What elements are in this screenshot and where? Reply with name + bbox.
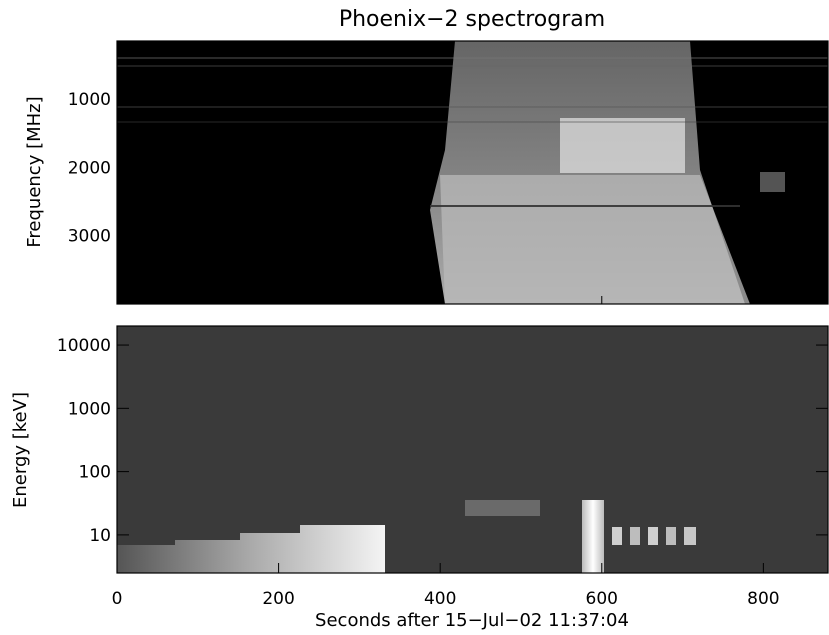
burst-lower-lobe — [440, 175, 750, 304]
right-feature — [760, 172, 785, 192]
bottom-y-ticks: 10 100 1000 10000 — [57, 336, 828, 546]
bottom-y-axis-label: Energy [keV] — [10, 392, 31, 508]
y-tick-label: 3000 — [68, 227, 111, 247]
top-panel-frame — [116, 40, 829, 305]
bottom-panel-frame — [116, 325, 829, 574]
y-tick-label: 10000 — [57, 336, 111, 356]
bottom-panel: 10 100 1000 10000 0 200 400 600 800 Energy [keV… — [10, 296, 829, 631]
x-tick-label: 200 — [262, 589, 294, 609]
x-axis-label: Seconds after 15−Jul−02 11:37:04 — [315, 610, 629, 631]
y-tick-label: 1000 — [68, 90, 111, 110]
modulated-band — [612, 527, 696, 545]
x-tick-label: 400 — [424, 589, 456, 609]
energy-spike — [582, 500, 604, 573]
x-tick-label: 800 — [747, 589, 779, 609]
x-tick-label: 600 — [586, 589, 618, 609]
bright-band — [560, 118, 685, 173]
x-tick-label: 0 — [112, 589, 123, 609]
bottom-panel-background — [117, 326, 828, 573]
top-y-ticks: 1000 2000 3000 — [68, 90, 828, 247]
y-tick-label: 100 — [79, 463, 111, 483]
bottom-x-ticks: 0 200 400 600 800 — [112, 296, 780, 609]
bottom-panel-image — [117, 500, 696, 573]
y-tick-label: 2000 — [68, 158, 111, 178]
faint-band — [465, 500, 540, 516]
y-tick-label: 1000 — [68, 399, 111, 419]
chart-title: Phoenix−2 spectrogram — [339, 7, 605, 32]
y-tick-label: 10 — [89, 526, 111, 546]
top-panel-image — [117, 41, 828, 304]
top-y-axis-label: Frequency [MHz] — [24, 96, 45, 247]
top-panel: 1000 2000 3000 Frequency [MHz] — [24, 40, 829, 305]
low-energy-ramp — [117, 525, 385, 573]
